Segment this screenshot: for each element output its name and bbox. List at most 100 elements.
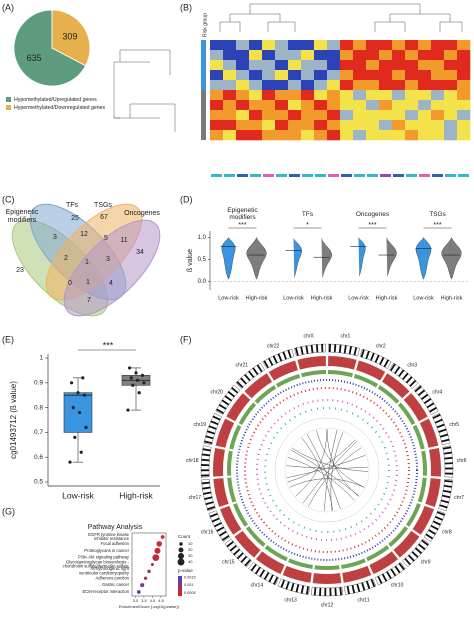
pie-slice (13, 9, 87, 87)
cytoband (409, 379, 417, 387)
cytoband (370, 352, 375, 361)
y-tick-label: Arrhythmogenic right ventricular cardiomy… (79, 566, 130, 575)
panel-label: (B) (180, 2, 192, 12)
legend-dot (177, 558, 185, 566)
group-label: TFs (302, 211, 314, 218)
heatmap-cell (249, 120, 263, 131)
track-band (341, 558, 366, 569)
heatmap-cell (301, 90, 315, 101)
heatmap-cell (314, 100, 328, 111)
cytoband (203, 491, 212, 495)
set-label-line: modifiers (8, 217, 37, 224)
legend-swatch (6, 97, 11, 102)
heatmap-cell (236, 50, 250, 61)
cytoband (219, 530, 227, 537)
y-tick-label-line: inhibitor resistance (94, 536, 130, 541)
chromosome-label: chr15 (222, 559, 235, 565)
track-band (301, 370, 326, 378)
heatmap-cell (457, 100, 471, 111)
cytoband (402, 372, 409, 381)
heatmap-cell (444, 100, 458, 111)
heatmap-cell (392, 40, 406, 51)
data-point (142, 381, 146, 385)
cytoband (240, 377, 247, 385)
heatmap-cell (223, 70, 237, 81)
region-count: 1 (86, 279, 90, 286)
set-label-line: Epigenetic (6, 209, 39, 216)
x-tick-label: High-risk (246, 295, 268, 301)
cytoband (201, 453, 211, 457)
row-group-label: Risk group (202, 13, 208, 37)
cytoband (432, 520, 441, 526)
set-label: TFs (66, 202, 79, 209)
heatmap-cell (366, 90, 380, 101)
cytoband (263, 572, 270, 580)
heatmap-cell (392, 110, 406, 121)
panel-label: (F) (180, 334, 192, 344)
violin (293, 238, 302, 278)
y-tick-label: 0.9 (34, 380, 43, 387)
x-tick-label: 3.0 (133, 598, 139, 603)
heatmap-cell (223, 110, 237, 121)
heatmap-cell (249, 80, 263, 91)
x-tick-label: High-risk (441, 295, 463, 301)
cytoband (213, 522, 222, 528)
cytoband (421, 539, 429, 546)
track-band (234, 530, 261, 558)
dendrogram (113, 3, 463, 132)
cytoband (428, 529, 436, 535)
y-tick-label: 1 (39, 355, 43, 362)
legend-label: 30 (188, 553, 193, 558)
group-label-line: Epigenetic (227, 207, 258, 214)
heatmap-cell (301, 50, 315, 61)
cytoband (201, 481, 210, 485)
column-color-cell (367, 174, 378, 177)
heatmap-cell (275, 70, 289, 81)
heatmap-cell (340, 60, 354, 71)
chromosome-ideogram (262, 348, 295, 369)
heatmap-cell (262, 90, 276, 101)
heatmap-cell (223, 100, 237, 111)
heatmap-cell (314, 120, 328, 131)
heatmap-cell (236, 60, 250, 71)
heatmap-cell (457, 90, 471, 101)
cytoband (444, 456, 453, 460)
legend-swatch (6, 105, 11, 110)
heatmap-cell (327, 100, 341, 111)
heatmap-cell (249, 90, 263, 101)
track-band (213, 447, 225, 477)
row-group-cell (201, 80, 206, 90)
cytoband (240, 555, 248, 563)
slice-label: 635 (27, 53, 42, 63)
cytoband (443, 489, 452, 494)
cytoband (339, 587, 343, 596)
heatmap-cell (418, 120, 432, 131)
x-tick-label: High-risk (311, 295, 333, 301)
cytoband (227, 390, 236, 398)
heatmap-cell (457, 110, 471, 121)
dot (152, 554, 160, 562)
x-tick-label: Low-risk (283, 295, 304, 301)
column-color-cell (393, 174, 404, 177)
heatmap-cell (275, 60, 289, 71)
column-color-cell (263, 174, 274, 177)
heatmap-cell (340, 80, 354, 91)
cytoband (263, 360, 269, 369)
column-color-cell (328, 174, 339, 177)
link (308, 447, 362, 507)
region-count: 3 (106, 256, 110, 263)
heatmap-cell (314, 40, 328, 51)
data-point (79, 450, 83, 454)
row-group-cell (201, 90, 206, 100)
y-tick-label-line: Proteoglycans in cancer (84, 548, 129, 553)
chromosome-label: chr10 (391, 583, 404, 589)
track-band (213, 478, 229, 508)
track-band (419, 418, 439, 448)
heatmap-cell (379, 50, 393, 61)
legend-label: 20 (188, 547, 193, 552)
track-band (219, 505, 242, 535)
heatmap-cell (262, 100, 276, 111)
track-ring (264, 407, 390, 533)
cytoband (290, 582, 295, 592)
heatmap-cell (392, 70, 406, 81)
